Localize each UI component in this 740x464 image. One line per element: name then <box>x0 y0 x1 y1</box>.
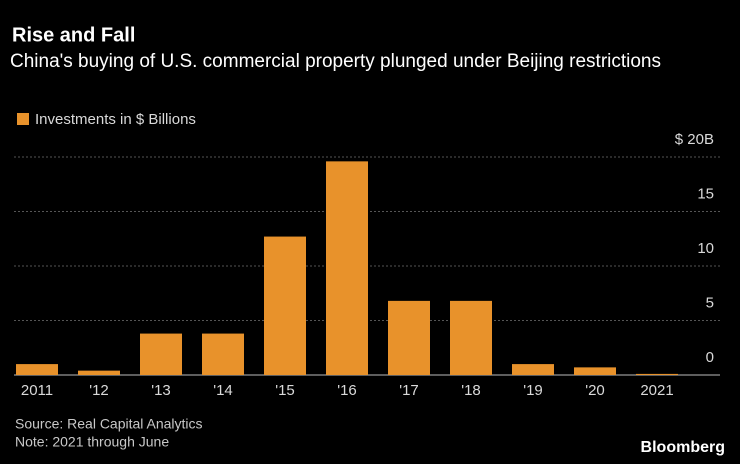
source: Source: Real Capital Analytics <box>15 416 203 432</box>
bar <box>636 373 678 375</box>
bar <box>388 300 430 375</box>
y-tick-label: 0 <box>706 349 714 366</box>
x-tick-label: '14 <box>213 382 233 399</box>
chart-title: Rise and Fall <box>12 24 135 46</box>
bar <box>78 370 120 375</box>
x-tick-label: '15 <box>275 382 295 399</box>
x-tick-label: 2021 <box>640 382 673 399</box>
bar <box>202 333 244 375</box>
x-tick-label: '12 <box>89 382 109 399</box>
x-tick-label: '18 <box>461 382 481 399</box>
legend-swatch <box>17 113 29 125</box>
x-tick-label: '16 <box>337 382 357 399</box>
bar <box>16 364 58 375</box>
y-tick-label: $ 20B <box>675 131 714 148</box>
brand: Bloomberg <box>641 439 725 456</box>
bar <box>512 364 554 375</box>
bar <box>574 367 616 375</box>
x-tick-label: 2011 <box>21 382 53 399</box>
note: Note: 2021 through June <box>15 434 169 450</box>
x-tick-label: '19 <box>523 382 543 399</box>
bar <box>140 333 182 375</box>
subtitle-box: China's buying of U.S. commercial proper… <box>10 51 662 72</box>
chart-subtitle: China's buying of U.S. commercial proper… <box>10 51 662 72</box>
y-tick-label: 5 <box>706 294 714 311</box>
legend-label: Investments in $ Billions <box>35 111 196 128</box>
x-tick-label: '13 <box>151 382 171 399</box>
bar <box>326 161 368 375</box>
x-tick-label: '20 <box>585 382 605 399</box>
bar <box>450 300 492 375</box>
x-tick-label: '17 <box>399 382 419 399</box>
bar <box>264 236 306 375</box>
y-tick-label: 15 <box>697 185 714 202</box>
y-tick-label: 10 <box>697 240 714 257</box>
